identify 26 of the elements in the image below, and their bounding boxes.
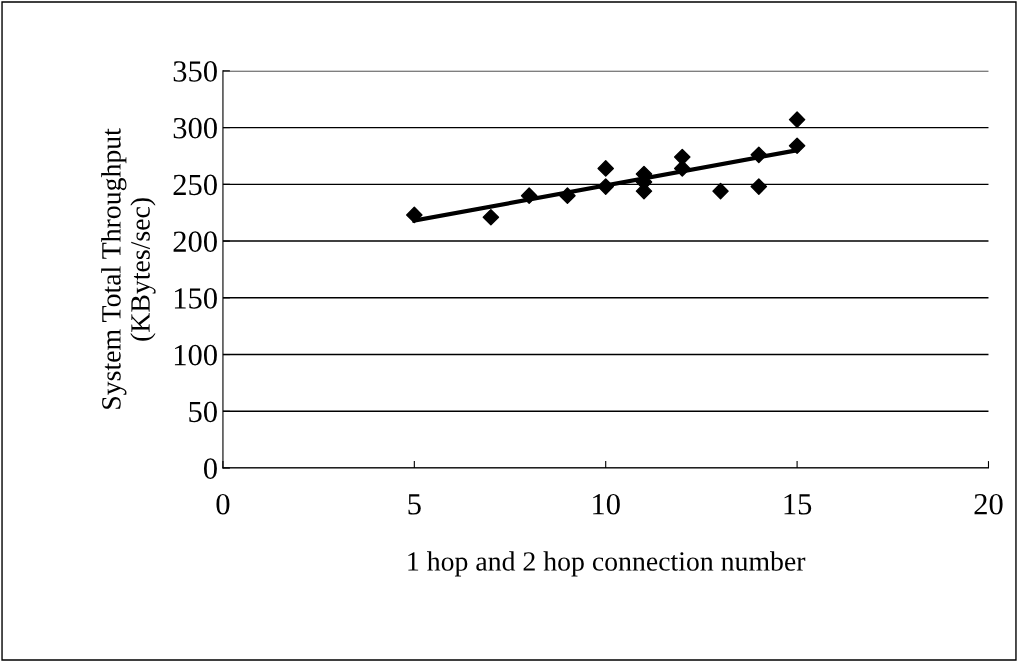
- y-tick-label: 200: [173, 231, 217, 252]
- point: [597, 160, 615, 177]
- point: [559, 187, 576, 204]
- y-tick-label: 0: [203, 458, 217, 479]
- point: [482, 208, 500, 226]
- x-axis-title: 1 hop and 2 hop connection number: [408, 551, 806, 577]
- point: [788, 111, 806, 128]
- y-tick-label: 100: [174, 344, 217, 366]
- point: [520, 187, 538, 204]
- x-tick-label: 15: [784, 494, 812, 515]
- point: [750, 178, 768, 195]
- y-axis-title: System Total Throughput (KBytes/sec): [101, 128, 156, 409]
- y-tick-label: 350: [173, 61, 217, 82]
- point: [750, 146, 768, 164]
- x-tick-label: 20: [974, 493, 1003, 515]
- point: [673, 160, 691, 177]
- x-tick-label: 5: [408, 494, 421, 515]
- y-tick-label: 50: [189, 401, 217, 423]
- point: [788, 137, 806, 155]
- y-tick-label: 300: [173, 117, 217, 139]
- y-tick-label: 150: [174, 288, 217, 309]
- y-tick-label: 250: [173, 174, 217, 196]
- x-tick-label: 10: [593, 493, 620, 515]
- point: [712, 182, 729, 200]
- point: [597, 178, 615, 195]
- point: [406, 206, 423, 224]
